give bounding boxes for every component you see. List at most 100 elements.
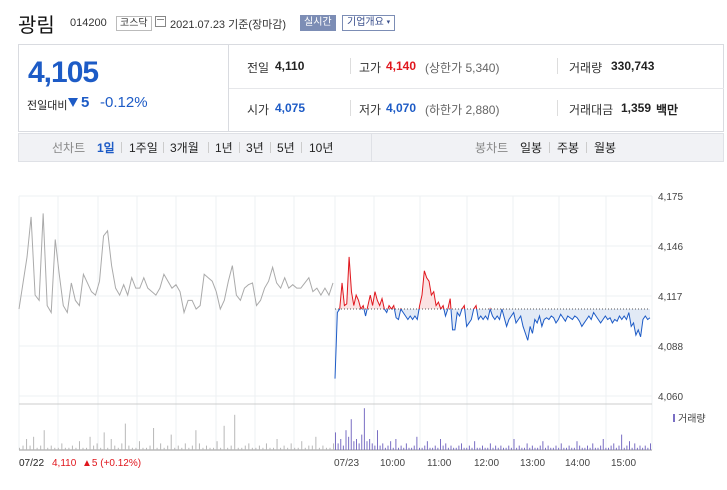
tab-3month[interactable]: 3개월 bbox=[170, 141, 199, 155]
today-volume-bar bbox=[587, 445, 588, 450]
prev-volume-bar bbox=[43, 430, 45, 450]
tab-weekly-candle[interactable]: 주봉 bbox=[557, 141, 580, 155]
today-volume-bar bbox=[437, 447, 439, 450]
tab-1week[interactable]: 1주일 bbox=[129, 141, 158, 155]
today-volume-bar bbox=[526, 443, 528, 450]
prev-volume-bar bbox=[163, 447, 165, 450]
prev-volume-bar bbox=[297, 447, 299, 450]
tab-5year[interactable]: 5년 bbox=[277, 141, 295, 155]
intraday-chart[interactable]: 4,175 4,146 4,117 4,088 4,060 07/22 07/23 10:0… bbox=[0, 163, 727, 490]
prev-volume-bar bbox=[304, 447, 306, 450]
today-volume-bar bbox=[650, 443, 651, 450]
prev-volume-bar bbox=[276, 439, 278, 450]
prev-volume-bar bbox=[188, 447, 190, 450]
tab-monthly-candle[interactable]: 월봉 bbox=[594, 141, 617, 155]
prev-volume-bar bbox=[82, 447, 84, 450]
x-tick-label: 13:00 bbox=[520, 458, 545, 469]
realtime-button[interactable]: 실시간 bbox=[300, 15, 336, 31]
prev-volume-bar bbox=[198, 443, 200, 450]
prev-volume-bar bbox=[135, 447, 137, 450]
today-volume-bar bbox=[563, 447, 565, 450]
tab-1year[interactable]: 1년 bbox=[215, 141, 233, 155]
x-tick-label: 07/23 bbox=[334, 458, 359, 469]
high-value: 4,140 bbox=[386, 59, 417, 73]
prev-day-line bbox=[18, 213, 334, 315]
today-volume-bar bbox=[400, 445, 402, 450]
prev-volume-bar bbox=[213, 447, 215, 450]
today-volume-bar bbox=[589, 447, 591, 450]
today-volume-bar bbox=[442, 445, 444, 450]
change-rate: -0.12% bbox=[100, 94, 148, 111]
today-volume-bar bbox=[516, 447, 518, 450]
today-volume-bar bbox=[335, 432, 336, 450]
today-volume-bar bbox=[505, 447, 507, 450]
today-volume-bar bbox=[426, 441, 428, 450]
prev-volume-bar bbox=[107, 447, 109, 450]
stock-name[interactable]: 광림 bbox=[18, 15, 55, 37]
prev-volume-bar bbox=[68, 447, 70, 450]
today-volume-bar bbox=[476, 447, 478, 450]
chart-tabs: 선차트 1일 1주일 3개월 1년 3년 5년 10년 봉차트 일봉 주봉 월봉 bbox=[18, 133, 724, 162]
low-label: 저가 bbox=[359, 103, 382, 117]
tab-1day[interactable]: 1일 bbox=[97, 141, 115, 155]
today-volume-bar bbox=[382, 443, 384, 450]
today-volume-bar bbox=[361, 434, 363, 450]
today-volume-bar bbox=[510, 447, 512, 450]
prev-volume-bar bbox=[153, 428, 155, 450]
compare-label: 전일대비 bbox=[27, 100, 68, 112]
price-info-panel: 4,105 전일대비 5 -0.12% 전일 4,110 고가 4,140 (상… bbox=[18, 44, 724, 132]
amount-unit: 백만 bbox=[656, 103, 679, 117]
today-volume-bar bbox=[550, 447, 552, 450]
today-volume-bar bbox=[592, 443, 594, 450]
today-down-line bbox=[334, 309, 651, 379]
today-volume-bar bbox=[413, 445, 415, 450]
today-volume-bar bbox=[642, 447, 644, 450]
prev-volume-bar bbox=[181, 447, 183, 450]
today-volume-bar bbox=[461, 443, 462, 450]
today-volume-bar bbox=[408, 447, 410, 450]
today-volume-bar bbox=[411, 447, 413, 450]
prev-volume-bar bbox=[209, 447, 211, 450]
prev-volume-bar bbox=[283, 445, 285, 450]
today-volume-bar bbox=[345, 430, 347, 450]
today-volume-bar bbox=[384, 447, 386, 450]
today-volume-bar bbox=[440, 439, 441, 450]
today-volume-bar bbox=[350, 419, 352, 450]
prev-volume-bar bbox=[110, 439, 112, 450]
today-volume-bar bbox=[566, 447, 567, 450]
today-volume-bar bbox=[471, 447, 473, 450]
volume-legend-label: 거래량 bbox=[678, 413, 706, 425]
prev-volume-bar bbox=[265, 443, 267, 450]
today-volume-bar bbox=[602, 439, 604, 450]
prev-volume-bar bbox=[227, 447, 229, 450]
today-volume-bar bbox=[429, 447, 431, 450]
today-down-area bbox=[335, 309, 650, 379]
today-volume-bar bbox=[615, 447, 617, 450]
tab-3year[interactable]: 3년 bbox=[246, 141, 264, 155]
prev-volume-bar bbox=[167, 445, 169, 450]
tab-daily-candle[interactable]: 일봉 bbox=[520, 141, 543, 155]
today-volume-bar bbox=[403, 447, 405, 450]
x-tick-label: 14:00 bbox=[565, 458, 590, 469]
today-volume-bar bbox=[356, 439, 357, 450]
prev-volume-bar bbox=[160, 443, 162, 450]
today-volume-bar bbox=[534, 447, 536, 450]
today-volume-bar bbox=[487, 447, 489, 450]
amount-value: 1,359 bbox=[621, 101, 652, 115]
tab-10year[interactable]: 10년 bbox=[309, 141, 334, 155]
x-tick-label: 15:00 bbox=[611, 458, 636, 469]
prev-volume-bar bbox=[315, 436, 317, 450]
today-volume-bar bbox=[398, 447, 399, 450]
today-volume-bar bbox=[600, 445, 602, 450]
prev-volume-bar bbox=[100, 447, 102, 450]
today-volume-bar bbox=[621, 434, 623, 450]
market-badge: 코스닥 bbox=[116, 16, 152, 31]
prev-volume-bar bbox=[230, 445, 232, 450]
prev-volume-bar bbox=[262, 447, 264, 450]
today-volume-bar bbox=[545, 447, 546, 450]
company-overview-button[interactable]: 기업개요 ▾ bbox=[342, 15, 396, 31]
today-volume-bar bbox=[489, 443, 491, 450]
today-volume-bar bbox=[484, 447, 486, 450]
today-volume-bar bbox=[537, 447, 539, 450]
x-tick-label: 10:00 bbox=[380, 458, 405, 469]
